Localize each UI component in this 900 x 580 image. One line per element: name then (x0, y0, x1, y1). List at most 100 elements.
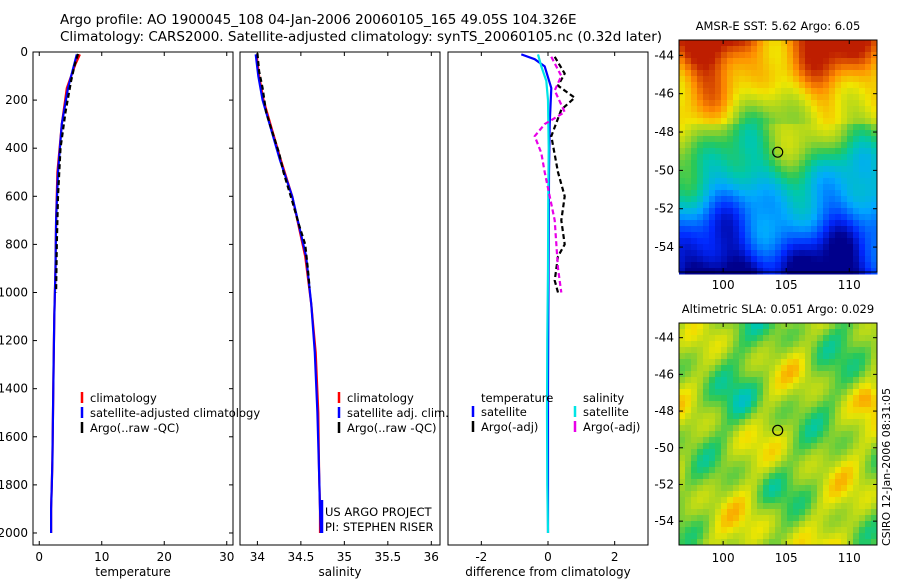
sst_map-cell (823, 112, 830, 119)
sla_map-cell (679, 473, 686, 480)
sst_map-cell (805, 244, 812, 251)
sla_map-cell (769, 431, 776, 438)
sst_map-cell (871, 76, 878, 83)
sst_map-cell (847, 154, 854, 161)
sst_map-cell (697, 184, 704, 191)
sla_map-cell (781, 521, 788, 528)
sla_map-cell (685, 383, 692, 390)
sla_map-cell (781, 353, 788, 360)
sla_map-cell (721, 395, 728, 402)
sla_map-cell (703, 509, 710, 516)
sla_map-cell (715, 485, 722, 492)
sla_map-cell (763, 425, 770, 432)
sst_map-cell (829, 148, 836, 155)
sla_map-cell (841, 449, 848, 456)
sst_map-cell (865, 172, 872, 179)
sla_map-cell (817, 449, 824, 456)
sla_map-cell (799, 353, 806, 360)
sst_map-cell (727, 64, 734, 71)
sla_map-cell (715, 479, 722, 486)
sst_map-cell (709, 160, 716, 167)
sla_map-cell (769, 473, 776, 480)
sla_map-cell (751, 479, 758, 486)
sst_map-cell (817, 214, 824, 221)
sst_map-cell (703, 124, 710, 131)
sla_map-cell (679, 431, 686, 438)
sla_map-cell (739, 401, 746, 408)
sla_map-cell (769, 401, 776, 408)
sla_map-cell (751, 365, 758, 372)
sst_map-cell (835, 166, 842, 173)
sla_map-ytick-label: -52 (654, 477, 674, 491)
temperature-ytick-label: 1600 (0, 430, 28, 444)
sst_map-cell (691, 88, 698, 95)
sla_map-cell (793, 521, 800, 528)
sst_map-cell (745, 232, 752, 239)
sst_map-cell (817, 178, 824, 185)
sla_map-cell (859, 407, 866, 414)
sst_map-cell (835, 88, 842, 95)
sla_map-cell (859, 353, 866, 360)
sla_map-cell (841, 473, 848, 480)
sla_map-cell (781, 539, 788, 546)
sst_map-cell (865, 262, 872, 269)
sla_map-cell (751, 533, 758, 540)
sst_map-cell (745, 148, 752, 155)
sla_map-cell (847, 503, 854, 510)
sla_map-cell (739, 383, 746, 390)
sla_map-cell (847, 461, 854, 468)
sla_map-cell (817, 473, 824, 480)
sla_map-cell (727, 401, 734, 408)
sst_map-cell (811, 172, 818, 179)
sla_map-cell (865, 443, 872, 450)
sst_map-cell (859, 46, 866, 53)
sst_map-cell (793, 256, 800, 263)
sst_map-cell (727, 112, 734, 119)
sst_map-cell (727, 196, 734, 203)
sst_map-cell (859, 238, 866, 245)
sla_map-cell (805, 479, 812, 486)
sla_map-cell (715, 329, 722, 336)
sla_map-cell (703, 323, 710, 330)
sla_map-cell (823, 323, 830, 330)
sst_map-cell (859, 52, 866, 59)
sla_map-cell (715, 377, 722, 384)
sst_map-cell (727, 118, 734, 125)
sla_map-cell (793, 509, 800, 516)
sst_map-cell (715, 112, 722, 119)
sst_map-cell (751, 82, 758, 89)
sla_map-cell (787, 323, 794, 330)
sla_map-cell (811, 395, 818, 402)
sla_map-cell (871, 485, 878, 492)
sla_map-cell (775, 425, 782, 432)
sst_map-cell (715, 148, 722, 155)
sla_map-cell (853, 377, 860, 384)
sla_map-cell (817, 497, 824, 504)
sst_map-cell (793, 202, 800, 209)
sst_map-cell (721, 58, 728, 65)
sst_map-cell (733, 40, 740, 47)
sst_map-cell (769, 130, 776, 137)
sst_map-cell (811, 52, 818, 59)
sla_map-cell (859, 377, 866, 384)
sla_map-xtick-label: 110 (838, 551, 861, 565)
sst_map-cell (781, 124, 788, 131)
sla_map-cell (865, 413, 872, 420)
sla_map-cell (787, 473, 794, 480)
sla_map-cell (823, 491, 830, 498)
sla_map-cell (745, 527, 752, 534)
sst_map-cell (727, 94, 734, 101)
sst_map-cell (721, 256, 728, 263)
sla_map-cell (733, 437, 740, 444)
sst_map-cell (841, 262, 848, 269)
sst_map-cell (763, 52, 770, 59)
sst_map-cell (733, 220, 740, 227)
sst_map-cell (763, 40, 770, 47)
sst_map-cell (715, 250, 722, 257)
sla_map-cell (823, 383, 830, 390)
sla_map-cell (733, 515, 740, 522)
sla_map-cell (793, 467, 800, 474)
sst_map-cell (847, 76, 854, 83)
sla_map-cell (793, 491, 800, 498)
sla_map-cell (793, 485, 800, 492)
